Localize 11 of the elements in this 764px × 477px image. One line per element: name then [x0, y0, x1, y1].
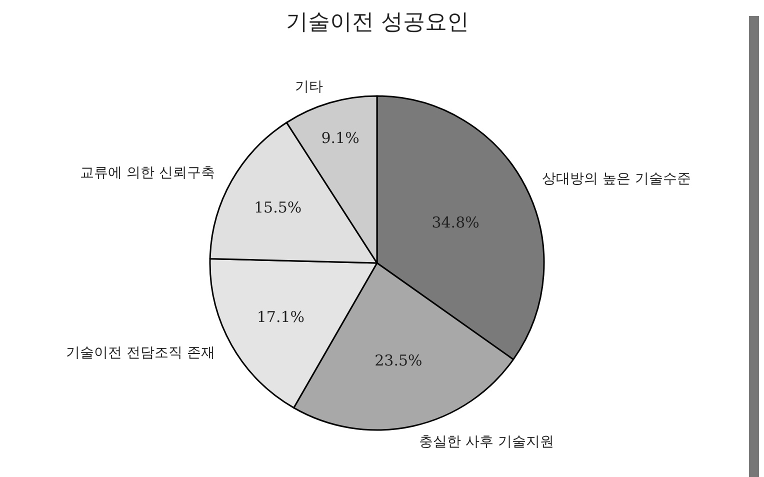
slice-label: 충실한 사후 기술지원 — [419, 434, 554, 450]
data-label: 15.5% — [254, 198, 302, 216]
slice-label: 상대방의 높은 기술수준 — [542, 171, 691, 187]
slice-label: 기술이전 전담조직 존재 — [66, 345, 215, 361]
data-label: 34.8% — [432, 213, 480, 232]
chart-title: 기술이전 성공요인 — [286, 10, 469, 36]
data-label: 9.1% — [321, 129, 360, 148]
data-label: 17.1% — [256, 308, 305, 326]
data-label: 23.5% — [374, 351, 422, 370]
slice-label: 기타 — [295, 79, 323, 95]
slice-label: 교류에 의한 신뢰구축 — [80, 165, 215, 181]
